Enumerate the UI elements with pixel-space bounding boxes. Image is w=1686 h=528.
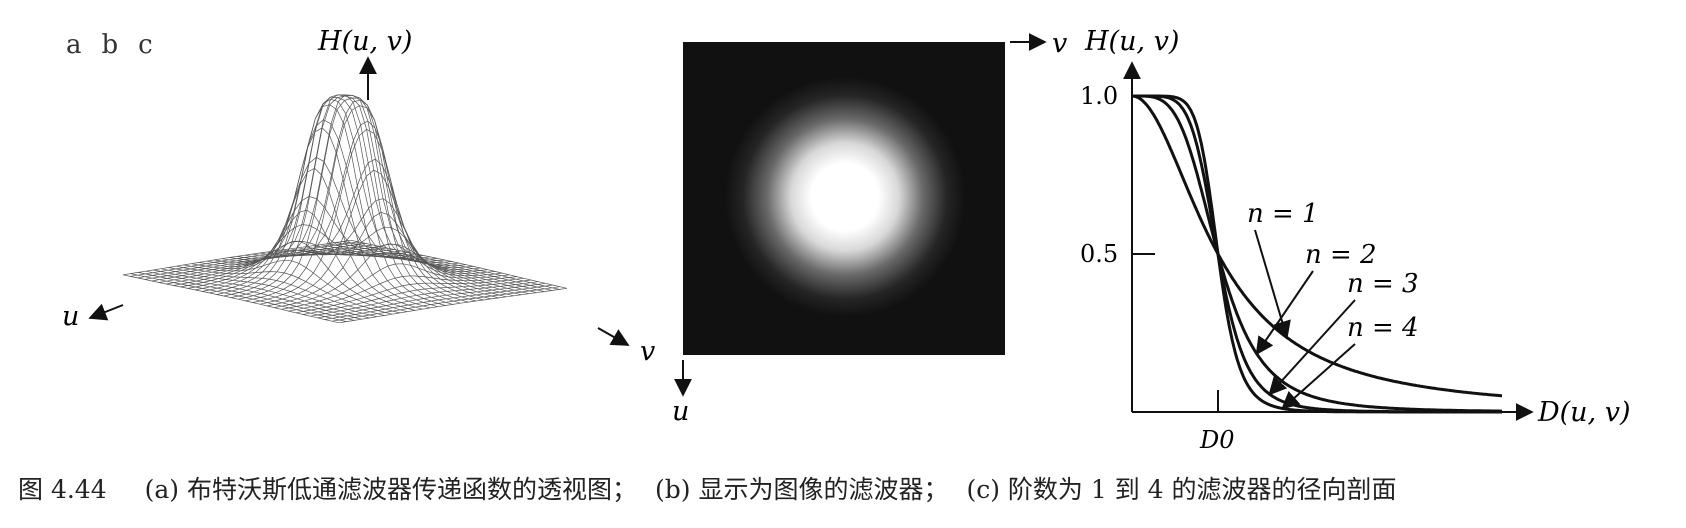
mesh-line-u bbox=[350, 239, 568, 289]
curve-label-n2: n = 2 bbox=[1305, 240, 1377, 270]
panel-c-chart: 1.0 0.5 D0 H(u, v) D(u, v) n = 1n = 2n =… bbox=[1080, 26, 1631, 454]
u-axis-label-a: u bbox=[62, 301, 79, 332]
mesh-line-u bbox=[343, 241, 560, 290]
filter-image-glow bbox=[725, 77, 965, 317]
curve-label-n1: n = 1 bbox=[1247, 199, 1319, 229]
v-axis-arrow-a bbox=[597, 327, 630, 346]
v-axis-label-b: v bbox=[1052, 28, 1067, 59]
caption-part-a: (a) 布特沃斯低通滤波器传递函数的透视图； bbox=[144, 475, 637, 504]
mesh-line-u bbox=[145, 270, 362, 320]
mesh-line-v bbox=[324, 284, 553, 320]
curve-label-n3: n = 3 bbox=[1347, 269, 1419, 299]
panel-letter-b: b bbox=[101, 30, 125, 60]
u-axis-label-b: u bbox=[672, 396, 689, 427]
panel-letter-a: a bbox=[66, 30, 88, 60]
mesh-line-u bbox=[153, 269, 370, 319]
y-tick-label-1: 1.0 bbox=[1080, 82, 1118, 110]
curve-n1 bbox=[1131, 94, 1503, 398]
caption-number: 图 4.44 bbox=[18, 475, 107, 504]
figure-caption: 图 4.44 (a) 布特沃斯低通滤波器传递函数的透视图； (b) 显示为图像的滤波… bbox=[18, 470, 1397, 506]
mesh-line-v bbox=[230, 94, 460, 298]
mesh-line-u bbox=[122, 274, 340, 324]
u-axis-arrow-a bbox=[88, 303, 124, 321]
curves bbox=[1131, 94, 1503, 414]
curve-label-n4: n = 4 bbox=[1347, 313, 1419, 343]
mesh-line-v bbox=[310, 281, 539, 317]
mesh-line-u bbox=[236, 94, 454, 305]
x-tick-label-d0: D0 bbox=[1199, 426, 1235, 454]
mesh-line-v bbox=[302, 279, 532, 315]
x-axis-label: D(u, v) bbox=[1537, 397, 1631, 428]
mesh-line-u bbox=[138, 272, 355, 321]
panel-letter-c: c bbox=[138, 30, 159, 60]
figure-canvas: H(u, v) u v v u 1.0 0.5 D0 H(u, v) D(u, … bbox=[62, 26, 1631, 454]
curve-labels: n = 1 n = 2n = 3 n = 4 bbox=[1247, 199, 1419, 410]
mesh-line-u bbox=[206, 167, 423, 310]
mesh-line-v bbox=[194, 196, 424, 291]
mesh-line-v bbox=[338, 287, 568, 324]
curve-label-arrow-n1 bbox=[1254, 229, 1291, 340]
curve-label-arrow-n2 bbox=[1255, 270, 1314, 356]
mesh-line-v bbox=[331, 286, 560, 322]
h-axis-label-a: H(u, v) bbox=[317, 26, 412, 57]
curve-n2 bbox=[1132, 94, 1502, 413]
perspective-mesh bbox=[122, 94, 568, 324]
curve-label-arrow-n3 bbox=[1268, 299, 1356, 396]
panel-a: H(u, v) u v bbox=[62, 26, 655, 367]
y-axis-label: H(u, v) bbox=[1084, 26, 1179, 57]
panel-b: v u bbox=[672, 28, 1067, 427]
mesh-line-v bbox=[317, 282, 546, 319]
y-tick-label-05: 0.5 bbox=[1080, 240, 1118, 268]
caption-part-b: (b) 显示为图像的滤波器； bbox=[655, 475, 949, 504]
curve-label-arrow-n4 bbox=[1281, 343, 1356, 410]
curve-n4 bbox=[1132, 94, 1502, 414]
v-axis-label-a: v bbox=[640, 336, 655, 367]
caption-part-c: (c) 阶数为 1 到 4 的滤波器的径向剖面 bbox=[966, 475, 1397, 504]
mesh-line-u bbox=[282, 226, 499, 299]
mesh-line-u bbox=[130, 273, 347, 322]
